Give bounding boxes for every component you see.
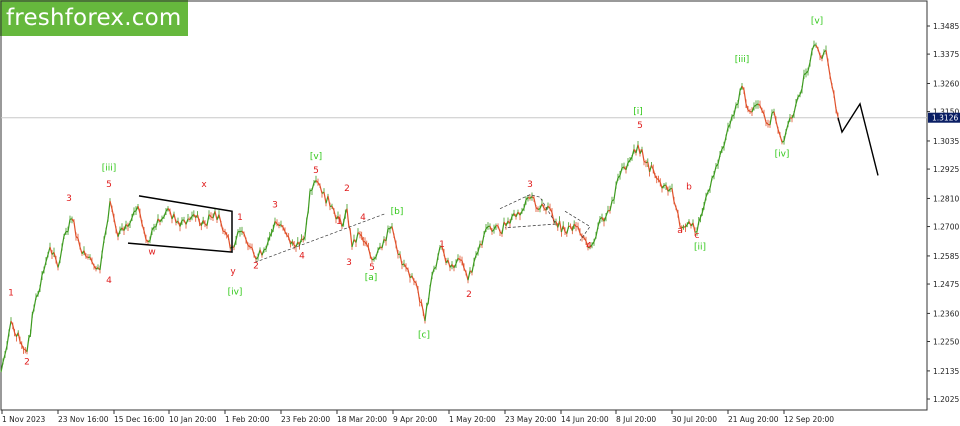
y-tick-label: 1.3375 <box>933 50 959 59</box>
x-tick-label: 23 May 20:00 <box>505 415 557 424</box>
y-tick-label: 1.3035 <box>933 137 959 146</box>
wave-label: w <box>148 248 155 258</box>
x-tick-label: 9 Apr 20:00 <box>393 415 437 424</box>
triangle-pattern <box>127 195 233 253</box>
y-tick-label: 1.3485 <box>933 22 959 31</box>
wave-label: 1 <box>237 213 243 223</box>
price-segment <box>29 315 33 335</box>
y-tick-label: 1.2025 <box>933 395 959 404</box>
wave-label: [iii] <box>102 163 117 173</box>
wave-label: 3 <box>272 200 278 210</box>
wave-label: 2 <box>344 184 350 194</box>
y-tick-label: 1.3150 <box>933 108 959 117</box>
wave-label: [iv] <box>228 287 243 297</box>
wave-label: a <box>677 226 683 236</box>
y-tick-label: 1.3260 <box>933 79 959 88</box>
wave-label: [a] <box>365 273 378 283</box>
wave-label: 5 <box>637 121 643 131</box>
y-tick-label: 1.2475 <box>933 280 959 289</box>
wave-label: 4 <box>586 241 592 251</box>
x-tick-label: 1 Feb 20:00 <box>225 415 270 424</box>
wave-label: 4 <box>106 276 112 286</box>
wave-label: [c] <box>418 331 430 341</box>
wave-label: 5 <box>106 180 112 190</box>
wave-label: [iv] <box>775 149 790 159</box>
x-tick-label: 8 Jul 20:00 <box>616 415 656 424</box>
freshforex-logo: freshforex.com <box>0 0 188 36</box>
x-tick-label: 1 Nov 2023 <box>2 415 45 424</box>
wave-label: x <box>201 180 207 190</box>
price-segment <box>107 200 111 220</box>
y-tick-label: 1.2135 <box>933 367 959 376</box>
wave-label: [v] <box>811 16 823 26</box>
y-tick-label: 1.2250 <box>933 338 959 347</box>
price-segment <box>424 306 428 322</box>
x-tick-label: 1 May 20:00 <box>449 415 496 424</box>
wave-label: 1 <box>8 289 14 299</box>
x-tick-label: 15 Dec 16:00 <box>114 415 165 424</box>
x-tick-label: 21 Aug 20:00 <box>728 415 779 424</box>
dashed-channel <box>499 194 557 229</box>
price-segment <box>833 94 837 109</box>
x-tick-label: 23 Feb 20:00 <box>281 415 330 424</box>
wave-label: b <box>686 183 692 193</box>
y-tick-label: 1.2700 <box>933 223 959 232</box>
wave-label: [i] <box>633 107 643 117</box>
wave-label: 5 <box>369 263 375 273</box>
wave-label: 4 <box>299 251 305 261</box>
wave-label: [iii] <box>735 55 750 65</box>
wave-label: 3 <box>66 194 72 204</box>
dashed-channel <box>254 213 386 263</box>
current-price-badge <box>928 112 960 123</box>
wave-label: [b] <box>391 207 404 217</box>
y-tick-label: 1.2925 <box>933 165 959 174</box>
x-tick-label: 10 Jan 20:00 <box>169 415 217 424</box>
forecast-path <box>837 102 879 176</box>
x-tick-label: 12 Sep 20:00 <box>784 415 834 424</box>
wave-label: 4 <box>360 213 366 223</box>
wave-label: 2 <box>466 290 472 300</box>
wave-label: c <box>695 231 700 241</box>
y-tick-label: 1.2360 <box>933 309 959 318</box>
wave-label: 1 <box>336 217 342 227</box>
dashed-channel <box>564 210 591 241</box>
x-tick-label: 30 Jul 20:00 <box>672 415 717 424</box>
wave-label: 5 <box>313 166 319 176</box>
y-tick-label: 1.2585 <box>933 252 959 261</box>
x-tick-label: 23 Nov 16:00 <box>58 415 109 424</box>
wave-label: [v] <box>310 152 322 162</box>
x-tick-label: 18 Mar 20:00 <box>337 415 387 424</box>
x-tick-label: 14 Jun 20:00 <box>561 415 609 424</box>
y-tick-label: 1.2810 <box>933 194 959 203</box>
current-price-label: 1.3126 <box>932 114 958 123</box>
wave-label: [ii] <box>694 243 706 253</box>
wave-label: 3 <box>527 180 533 190</box>
wave-label: 1 <box>439 240 445 250</box>
plot-frame <box>0 0 928 411</box>
wave-label: 3 <box>346 258 352 268</box>
wave-label: 2 <box>253 262 259 272</box>
wave-label: 2 <box>24 358 30 368</box>
wave-label: y <box>230 267 236 277</box>
